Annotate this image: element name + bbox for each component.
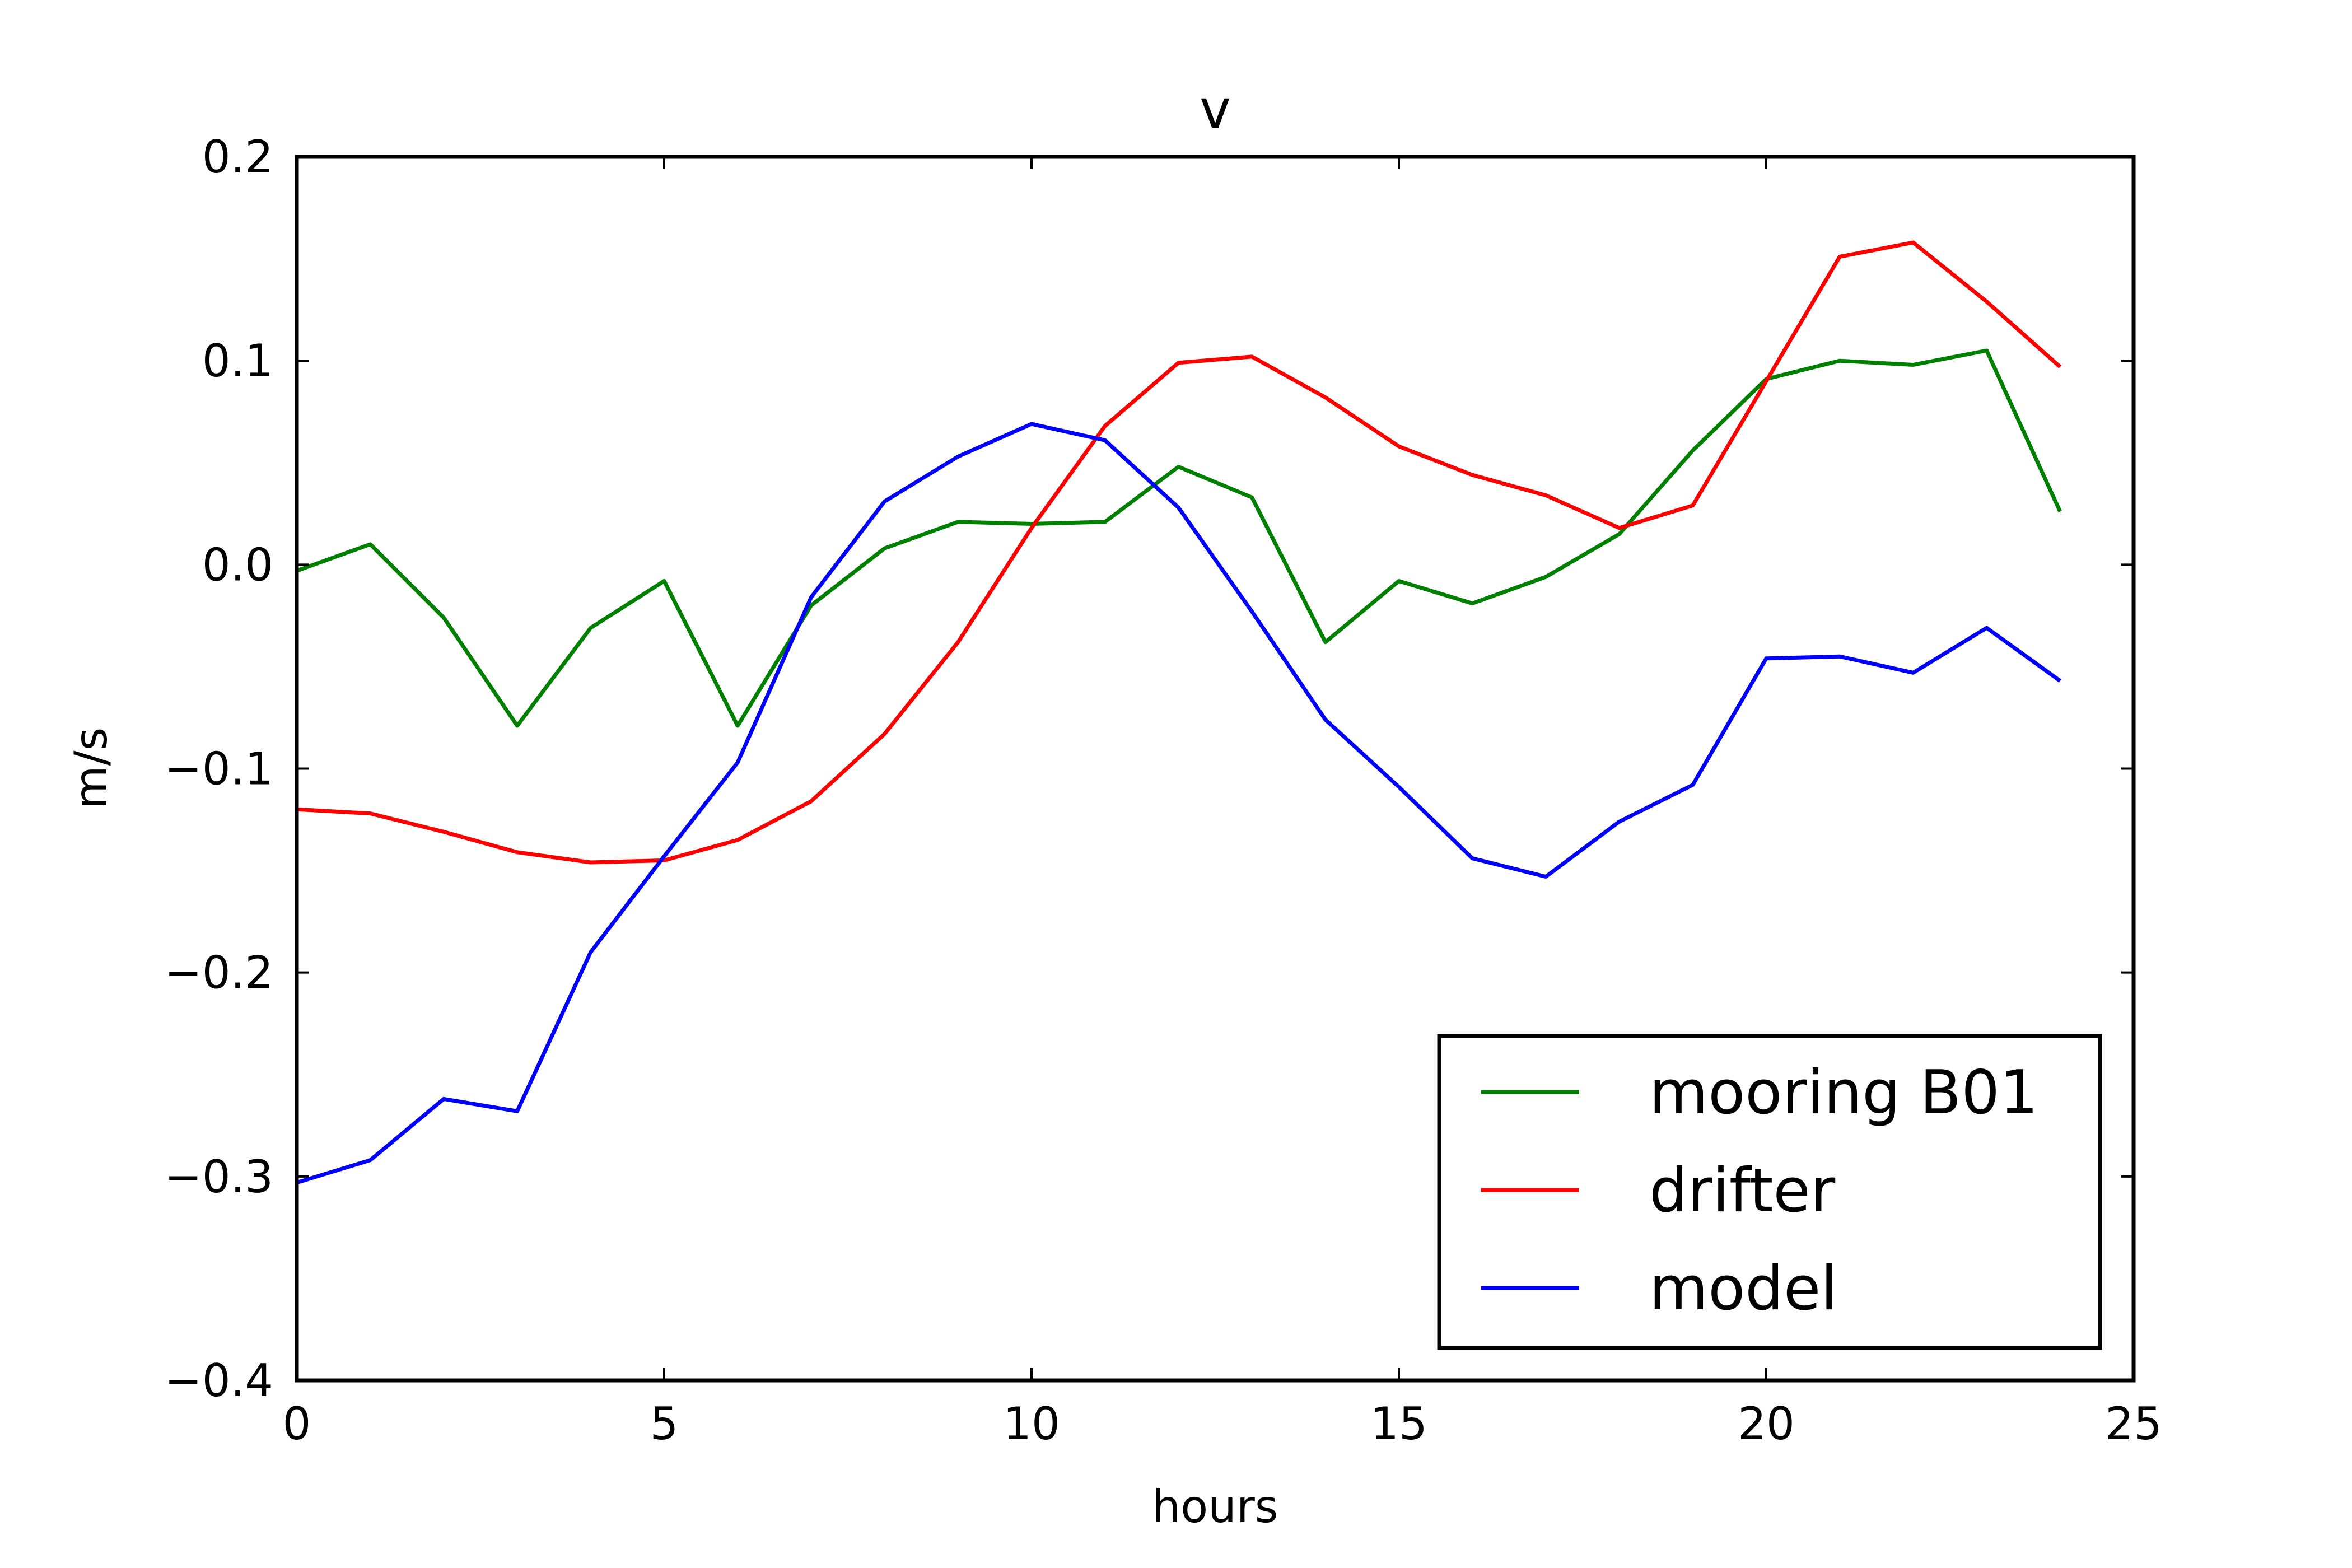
x-axis-title: hours [1152,1481,1278,1533]
y-tick-label: −0.2 [165,947,273,999]
legend-label-1: drifter [1649,1156,1836,1226]
x-axis: 0 5 10 15 20 25 [283,157,2162,1450]
series-layer [296,240,2062,1185]
legend-label-2: model [1649,1254,1837,1324]
y-tick-label: 0.0 [202,539,273,591]
y-axis-title: m/s [65,727,117,810]
x-tick-label: 0 [283,1398,311,1450]
chart-title: v [1200,79,1231,141]
legend-items: mooring B01 drifter model [1481,1058,2038,1324]
y-tick-label: 0.2 [202,131,273,183]
x-tick-label: 20 [1738,1398,1795,1450]
series-line-1 [296,240,2062,865]
y-axis: −0.4 −0.3 −0.2 −0.1 0.0 0.1 0.2 [165,131,2134,1407]
y-tick-label: 0.1 [202,335,273,387]
x-tick-label: 15 [1370,1398,1427,1450]
x-tick-label: 25 [2105,1398,2162,1450]
legend: mooring B01 drifter model [1437,1034,2102,1350]
x-tick-label: 5 [650,1398,679,1450]
legend-label-0: mooring B01 [1649,1058,2038,1128]
y-tick-label: −0.4 [165,1355,273,1407]
x-tick-label: 10 [1003,1398,1060,1450]
y-tick-label: −0.3 [165,1151,273,1203]
series-line-2 [296,422,2061,1185]
y-tick-label: −0.1 [165,743,273,795]
